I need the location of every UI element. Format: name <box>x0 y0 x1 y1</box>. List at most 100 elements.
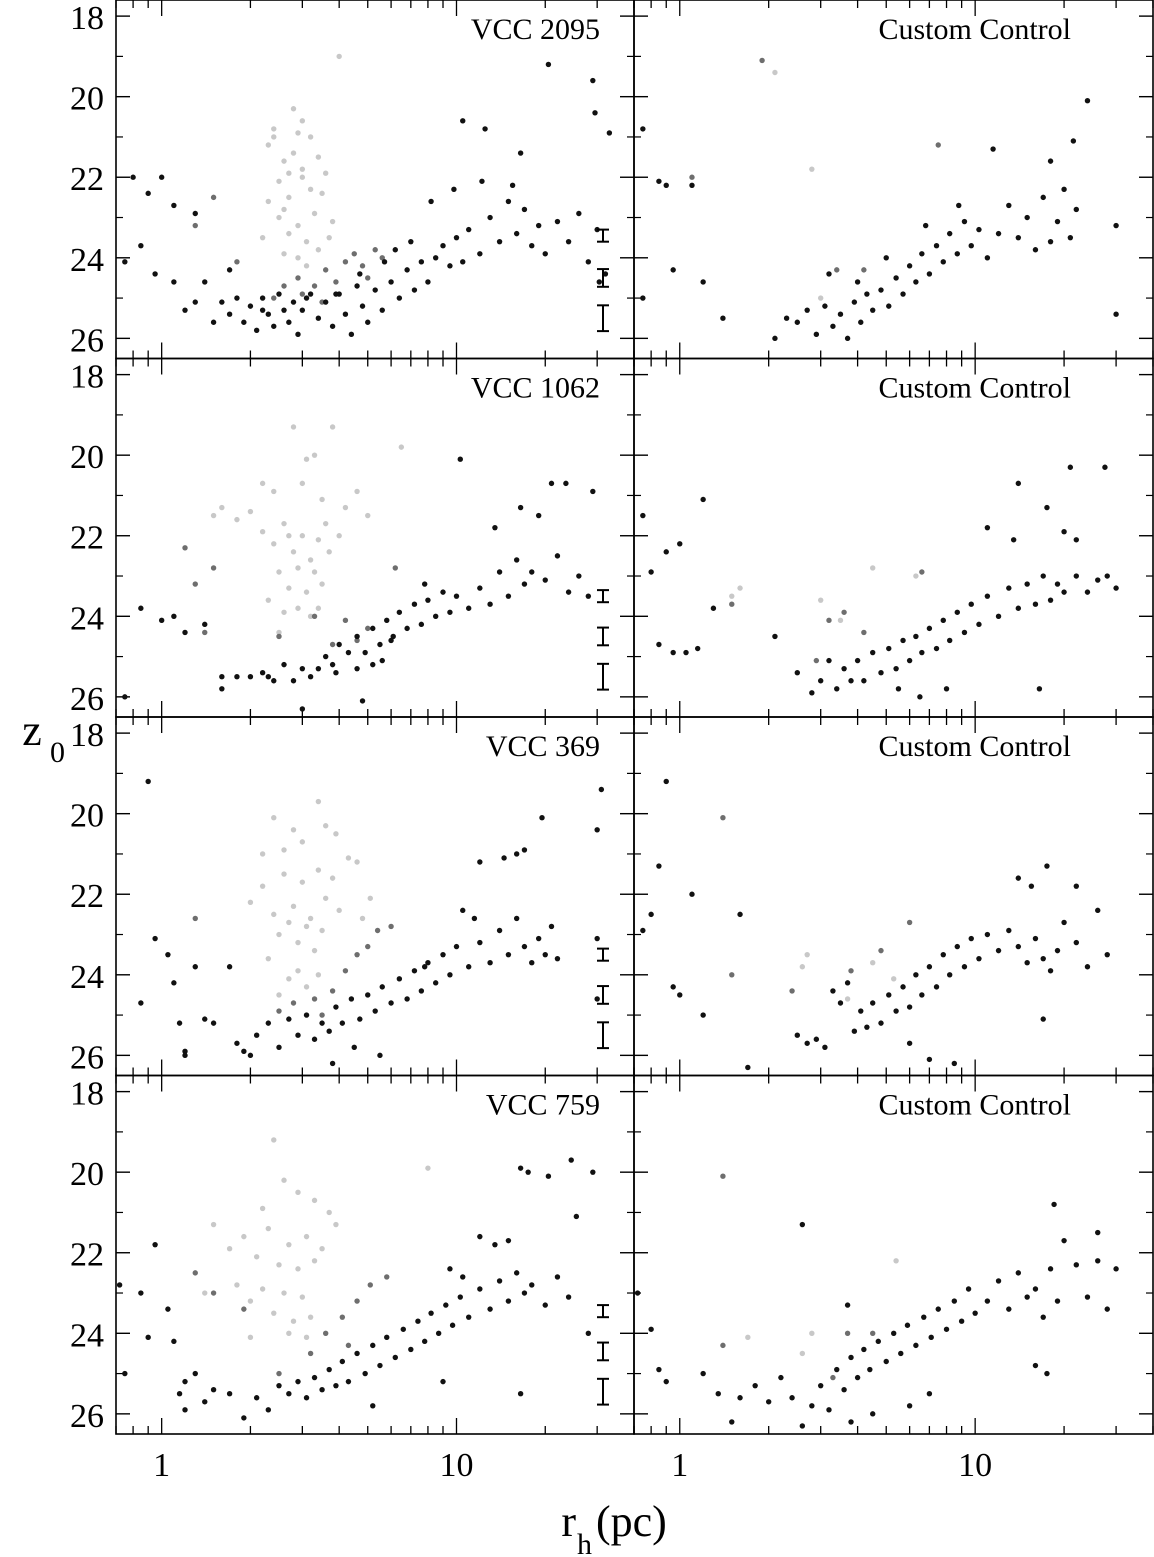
data-point-light <box>210 1221 217 1228</box>
data-point-dark <box>794 319 801 325</box>
data-point-dark <box>1067 234 1074 241</box>
data-point-dark <box>122 259 128 265</box>
y-tick-label: 18 <box>70 717 104 754</box>
data-point-dark <box>1054 1298 1061 1304</box>
data-point-dark <box>841 1386 847 1393</box>
data-point-light <box>290 1318 297 1324</box>
data-point-dark <box>926 1391 933 1397</box>
data-point-light <box>299 118 306 124</box>
error-bar <box>597 1377 609 1406</box>
y-tick-label: 18 <box>70 0 104 37</box>
data-point-dark <box>477 585 483 591</box>
data-point-dark <box>241 1415 247 1421</box>
data-point-dark <box>737 911 743 918</box>
data-point-light <box>290 903 297 910</box>
data-point-dark <box>440 1378 446 1385</box>
data-point-dark <box>421 1338 428 1345</box>
data-point-dark <box>432 613 439 619</box>
data-point-dark <box>904 1322 911 1328</box>
data-point-light <box>772 69 778 76</box>
data-point-dark <box>496 569 503 575</box>
data-point-dark <box>210 1020 217 1026</box>
data-point-dark <box>1044 504 1050 511</box>
data-point-dark <box>265 1407 272 1413</box>
panel-title: VCC 2095 <box>471 13 600 46</box>
data-point-dark <box>210 1386 217 1393</box>
data-point-dark <box>348 331 355 338</box>
data-point-dark <box>1032 935 1039 942</box>
data-point-dark <box>594 827 600 833</box>
data-point-light <box>799 1350 806 1357</box>
data-point-mid <box>720 815 726 821</box>
data-point-dark <box>663 182 669 188</box>
data-point-dark <box>460 259 466 265</box>
data-point-dark <box>968 243 974 249</box>
data-point-dark <box>496 238 503 245</box>
data-point-light <box>315 247 322 253</box>
data-point-dark <box>457 456 463 462</box>
data-point-light <box>319 496 325 503</box>
data-point-dark <box>789 1395 795 1401</box>
data-point-light <box>295 968 301 974</box>
data-point-mid <box>365 275 371 281</box>
data-point-light <box>336 533 342 539</box>
data-point-dark <box>1032 601 1039 607</box>
data-point-mid <box>210 565 217 571</box>
data-point-light <box>817 295 824 301</box>
data-point-dark <box>834 686 840 692</box>
data-point-dark <box>886 645 892 652</box>
data-point-light <box>311 569 318 575</box>
error-bar <box>597 589 609 604</box>
data-point-dark <box>689 182 695 188</box>
data-point-dark <box>443 1302 449 1308</box>
data-point-dark <box>1061 1237 1067 1244</box>
data-point-dark <box>1061 529 1067 535</box>
x-axis-label-unit: (pc) <box>596 1497 667 1546</box>
data-point-light <box>281 520 287 527</box>
data-point-dark <box>286 1016 292 1022</box>
data-point-dark <box>976 955 982 962</box>
data-point-dark <box>466 964 472 970</box>
data-point-dark <box>984 255 991 261</box>
data-point-dark <box>492 524 498 531</box>
data-point-dark <box>517 1165 524 1171</box>
data-point-dark <box>425 597 431 603</box>
y-tick-label: 22 <box>70 161 104 198</box>
data-point-light <box>329 875 336 881</box>
data-point-dark <box>428 1310 434 1316</box>
data-point-dark <box>590 1169 596 1175</box>
data-point-dark <box>565 589 572 595</box>
data-point-dark <box>851 299 858 305</box>
data-point-dark <box>370 625 376 632</box>
data-point-dark <box>370 1403 376 1409</box>
data-point-dark <box>990 146 996 152</box>
data-point-dark <box>411 601 418 607</box>
data-point-dark <box>1104 573 1110 579</box>
data-point-dark <box>913 279 919 285</box>
data-point-dark <box>182 1378 188 1385</box>
data-point-dark <box>858 1008 864 1014</box>
data-point-dark <box>870 1411 876 1417</box>
data-point-dark <box>145 1334 151 1341</box>
data-point-dark <box>926 625 933 632</box>
data-point-dark <box>271 323 277 329</box>
y-tick-label: 20 <box>70 439 104 476</box>
data-point-dark <box>886 992 892 998</box>
data-point-dark <box>319 1386 325 1393</box>
data-point-mid <box>319 1012 325 1018</box>
data-point-dark <box>276 1044 282 1051</box>
data-point-mid <box>271 295 277 301</box>
data-point-dark <box>357 1016 363 1022</box>
data-point-dark <box>677 992 683 998</box>
data-point-mid <box>351 251 357 257</box>
data-point-dark <box>525 1169 531 1175</box>
data-point-light <box>286 919 292 926</box>
data-point-dark <box>487 1306 493 1312</box>
data-point-mid <box>192 222 198 229</box>
data-point-dark <box>295 1378 301 1385</box>
data-point-dark <box>545 1173 552 1179</box>
data-point-dark <box>772 335 778 342</box>
data-point-dark <box>234 295 240 301</box>
panel-title: Custom Control <box>878 13 1071 46</box>
data-point-mid <box>295 275 301 281</box>
